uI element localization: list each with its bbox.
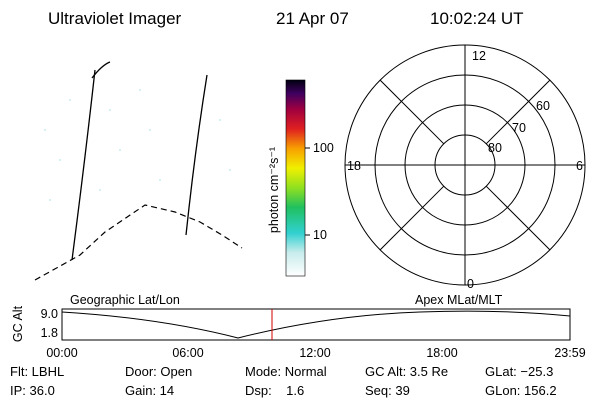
- info-field: IP: 36.0: [10, 383, 55, 398]
- timeline-x-tick: 12:00: [299, 346, 330, 360]
- date: 21 Apr 07: [276, 9, 349, 28]
- lat-label: 60: [536, 99, 550, 113]
- timeline-y-tick: 1.8: [41, 326, 58, 340]
- info-panel: Flt: LBHL Door: Open Mode: Normal GC Alt: 3…: [10, 364, 557, 398]
- colorbar-label: photon cm⁻²s⁻¹: [267, 147, 281, 233]
- timeline-x-tick: 18:00: [426, 346, 457, 360]
- info-field: Seq: 39: [365, 383, 410, 398]
- colorbar-tick-label: 100: [313, 141, 334, 155]
- time: 10:02:24 UT: [430, 9, 524, 28]
- mlt-label: 0: [467, 277, 474, 291]
- timeline-x-tick: 00:00: [46, 346, 77, 360]
- colorbar: [285, 79, 306, 277]
- info-field: GC Alt: 3.5 Re: [365, 364, 448, 379]
- info-field: Door: Open: [125, 364, 192, 379]
- timeline-x-tick: 23:59: [554, 346, 585, 360]
- info-field: GLat: −25.3: [485, 364, 553, 379]
- timeline-box: [61, 308, 571, 341]
- timeline-left-title: Geographic Lat/Lon: [70, 293, 180, 307]
- info-field: Dsp: 1.6: [245, 383, 304, 398]
- mlt-label: 18: [347, 159, 361, 173]
- info-field: Gain: 14: [125, 383, 174, 398]
- polar-grid: [344, 44, 586, 286]
- info-field: Flt: LBHL: [10, 364, 64, 379]
- timeline-y-label: GC Alt: [11, 305, 25, 342]
- lat-label: 80: [488, 141, 502, 155]
- timeline-y-tick: 9.0: [41, 307, 58, 321]
- altitude-curve: [61, 310, 571, 339]
- timeline-right-title: Apex MLat/MLT: [415, 293, 503, 307]
- mlt-label: 12: [472, 49, 486, 63]
- info-field: Mode: Normal: [245, 364, 327, 379]
- colorbar-tick-label: 10: [313, 228, 327, 242]
- mlt-label: 6: [576, 159, 583, 173]
- title: Ultraviolet Imager: [48, 9, 182, 28]
- image-panel: [34, 61, 243, 281]
- timeline-x-tick: 06:00: [172, 346, 203, 360]
- lat-label: 70: [512, 121, 526, 135]
- info-field: GLon: 156.2: [485, 383, 557, 398]
